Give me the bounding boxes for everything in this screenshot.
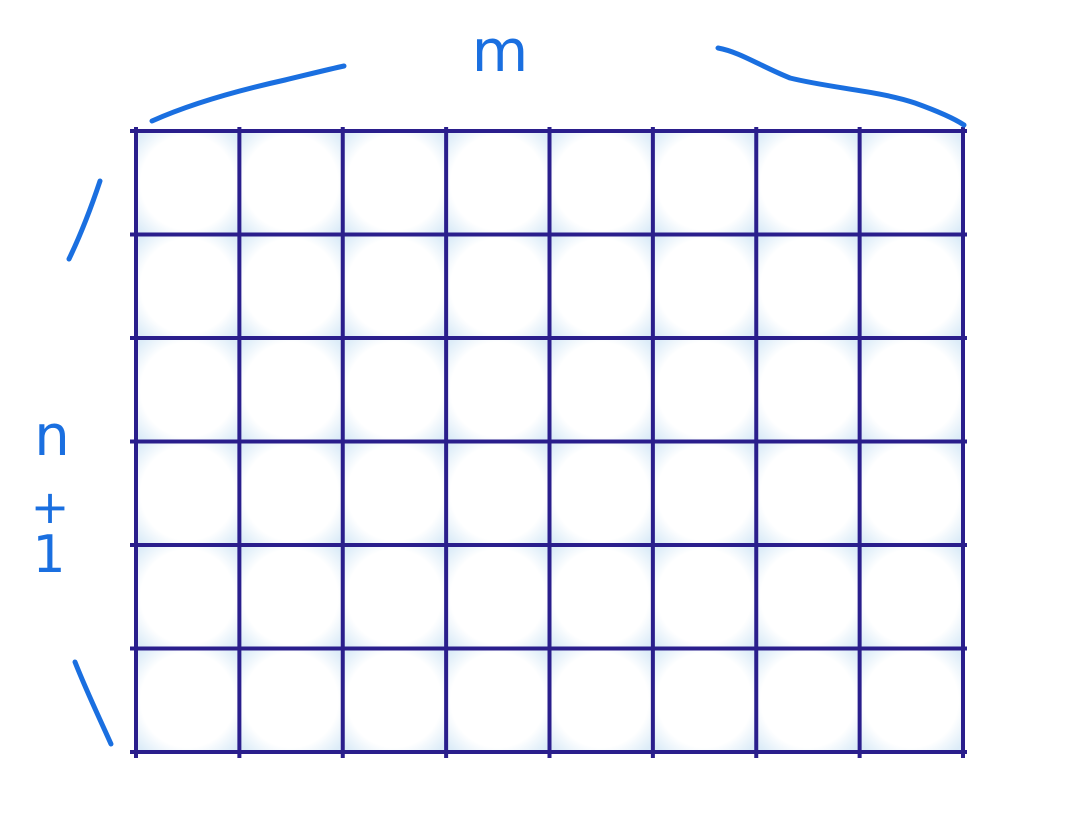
height-label-one: 1	[32, 525, 65, 585]
grid-cell	[342, 131, 447, 235]
grid-cell	[549, 441, 653, 545]
grid-cell	[756, 131, 860, 235]
top-brace-left-stroke	[149, 63, 347, 124]
grid-cell	[446, 338, 550, 442]
grid-cell	[756, 648, 860, 752]
grid-cell	[446, 131, 550, 235]
grid-cell	[859, 545, 963, 649]
grid-cell	[342, 648, 447, 752]
grid-cell	[859, 648, 963, 752]
grid-cell	[652, 648, 757, 752]
grid-cell	[239, 131, 343, 235]
grid-cell	[549, 648, 653, 752]
grid-cell	[239, 648, 343, 752]
grid-cell	[239, 441, 343, 545]
grid-cell	[239, 338, 343, 442]
left-brace-top-stroke	[66, 178, 103, 262]
grid-cell	[756, 338, 860, 442]
grid-cell	[549, 545, 653, 649]
left-brace-bottom-stroke	[72, 659, 114, 747]
grid-cell	[446, 441, 550, 545]
grid-cell	[549, 131, 653, 235]
grid-cell	[342, 234, 447, 338]
grid-cell	[136, 648, 240, 752]
grid-cell	[342, 545, 447, 649]
height-label-n: n	[34, 404, 70, 469]
grid-cell	[446, 545, 550, 649]
grid-cell	[342, 441, 447, 545]
grid-cell	[756, 441, 860, 545]
grid-cell	[859, 234, 963, 338]
grid-cell	[446, 648, 550, 752]
grid-cell	[239, 545, 343, 649]
grid-cell	[549, 234, 653, 338]
grid-cell	[136, 338, 240, 442]
top-brace-right-stroke	[715, 45, 967, 128]
grid-cell	[652, 338, 757, 442]
grid-cell	[859, 441, 963, 545]
grid-cell	[342, 338, 447, 442]
grid-cells	[136, 131, 963, 752]
grid-cell	[859, 338, 963, 442]
grid-cell	[652, 234, 757, 338]
grid-lines	[130, 127, 967, 758]
grid-cell	[136, 441, 240, 545]
grid-cell	[652, 131, 757, 235]
width-label-m: m	[472, 17, 529, 85]
grid-cell	[652, 441, 757, 545]
grid-cell	[446, 234, 550, 338]
grid-cell	[652, 545, 757, 649]
grid-cell	[756, 234, 860, 338]
grid-cell	[136, 545, 240, 649]
height-label-plus: +	[31, 480, 70, 534]
grid-cell	[859, 131, 963, 235]
grid-cell	[239, 234, 343, 338]
grid-cell	[549, 338, 653, 442]
grid-cell	[756, 545, 860, 649]
grid-cell	[136, 234, 240, 338]
grid-cell	[136, 131, 240, 235]
